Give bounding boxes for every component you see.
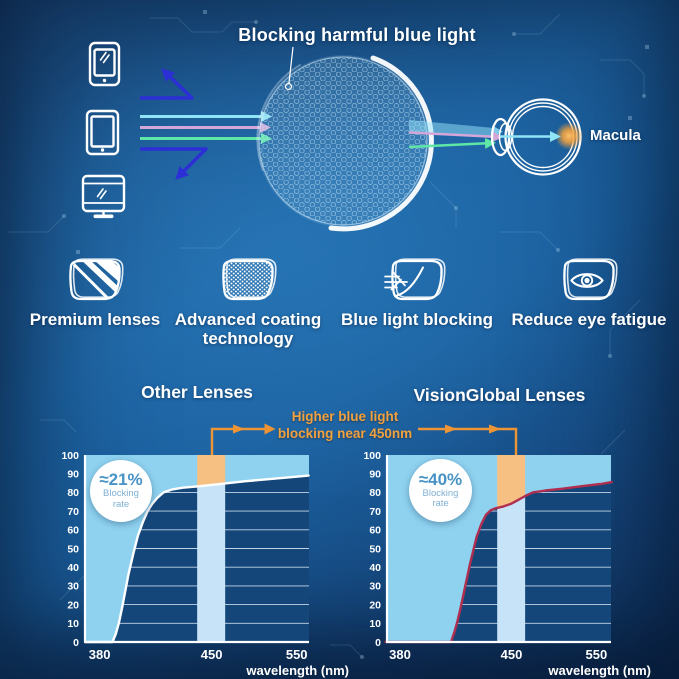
- svg-text:10: 10: [67, 618, 79, 630]
- svg-text:450: 450: [201, 647, 223, 662]
- svg-text:0: 0: [73, 637, 79, 649]
- eye-graphic: [490, 98, 583, 176]
- monitor-icon: [81, 174, 126, 219]
- svg-text:30: 30: [369, 581, 381, 593]
- feature-label: Advanced coating technology: [174, 310, 322, 349]
- svg-text:20: 20: [369, 599, 381, 611]
- feature-blue-light-blocking: Blue light blocking: [332, 256, 502, 329]
- svg-text:100: 100: [61, 450, 79, 462]
- svg-text:30: 30: [67, 581, 79, 593]
- hero-title: Blocking harmful blue light: [238, 25, 476, 45]
- blocking-rate-badge-other: ≈21% Blocking rate: [90, 460, 152, 522]
- svg-text:80: 80: [369, 487, 381, 499]
- title-callout-line: [284, 46, 294, 91]
- svg-text:70: 70: [369, 506, 381, 518]
- chart-title-visionglobal-lenses: VisionGlobal Lenses: [413, 385, 586, 405]
- blocking-rate-label: Blocking: [103, 488, 139, 499]
- premium-lens-icon: [69, 258, 124, 301]
- svg-text:wavelength (nm): wavelength (nm): [547, 663, 651, 678]
- svg-text:550: 550: [586, 647, 608, 662]
- svg-text:0: 0: [375, 637, 381, 649]
- svg-text:380: 380: [389, 647, 411, 662]
- blocking-rate-value: ≈40%: [418, 469, 463, 489]
- eye-lens-icon: [563, 258, 618, 301]
- feature-label: Blue light blocking: [340, 310, 494, 329]
- lens-graphic: [256, 55, 434, 232]
- svg-text:380: 380: [89, 647, 111, 662]
- feature-label: Reduce eye fatigue: [511, 310, 667, 329]
- chart-title-other-lenses: Other Lenses: [141, 382, 253, 402]
- svg-text:10: 10: [369, 618, 381, 630]
- blocking-rate-value: ≈21%: [99, 470, 143, 490]
- feature-advanced-coating: Advanced coating technology: [163, 256, 333, 348]
- svg-text:60: 60: [369, 525, 381, 537]
- filtered-beam: [408, 120, 503, 149]
- feature-premium-lenses: Premium lenses: [10, 256, 180, 329]
- blocking-rate-label: Blocking: [422, 487, 459, 499]
- feature-reduce-eye-fatigue: Reduce eye fatigue: [504, 256, 674, 329]
- svg-text:40: 40: [67, 562, 79, 574]
- blocking-rate-badge-visionglobal: ≈40% Blocking rate: [409, 459, 472, 522]
- annotation-line1: Higher blue light: [291, 409, 399, 424]
- macula-label: Macula: [590, 127, 641, 144]
- svg-text:20: 20: [67, 599, 79, 611]
- svg-text:70: 70: [67, 506, 79, 518]
- svg-text:wavelength (nm): wavelength (nm): [245, 663, 349, 678]
- svg-text:90: 90: [369, 469, 381, 481]
- chart-visionglobal-lenses-plot: 0 10 20 30 40 50 60 70 80 90 100 380 450 550wavelengt…: [363, 450, 651, 678]
- svg-text:50: 50: [67, 543, 79, 555]
- feature-label: Premium lenses: [29, 310, 161, 329]
- reflected-blue-light-arrows: [140, 68, 208, 180]
- blue-light-lens-icon: [384, 258, 446, 301]
- annotation-line2: blocking near 450nm: [277, 426, 413, 441]
- svg-text:40: 40: [369, 562, 381, 574]
- svg-text:60: 60: [67, 525, 79, 537]
- lens-rim-highlight: [328, 55, 434, 232]
- incoming-light-rays: [140, 111, 272, 144]
- coating-lens-icon: [222, 258, 277, 301]
- annotation-text: Higher blue light blocking near 450nm: [245, 408, 445, 442]
- svg-text:450: 450: [501, 647, 523, 662]
- svg-text:50: 50: [369, 543, 381, 555]
- svg-text:80: 80: [67, 487, 79, 499]
- honeycomb-coating: [259, 57, 427, 225]
- svg-text:90: 90: [67, 469, 79, 481]
- macula-glow: [555, 122, 583, 150]
- svg-text:550: 550: [286, 647, 308, 662]
- hero-diagram: [81, 41, 583, 232]
- smartphone-icon: [88, 41, 121, 87]
- svg-text:100: 100: [363, 450, 381, 462]
- tablet-icon: [85, 109, 120, 156]
